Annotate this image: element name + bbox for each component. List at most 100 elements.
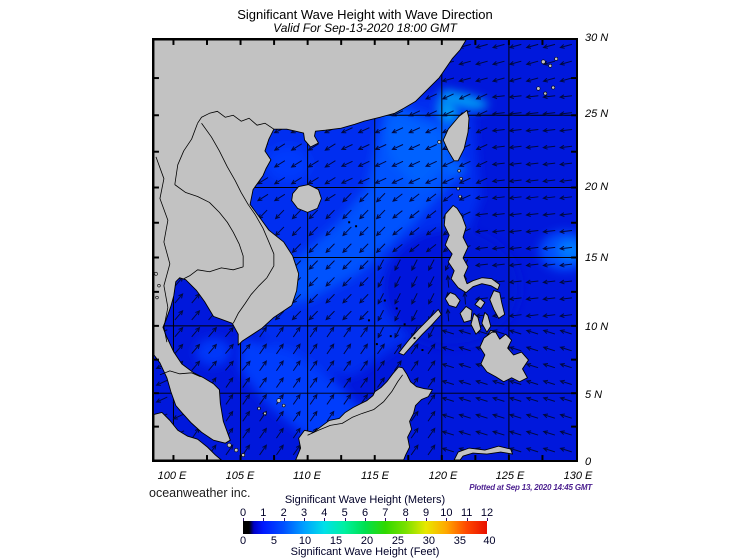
wave-arrow [377,360,385,372]
wave-arrow [391,144,404,151]
wave-arrow [458,379,471,385]
lon-label: 130 E [563,470,593,482]
wave-arrow [441,396,455,402]
wave-arrow [474,245,488,251]
wave-arrow [340,127,353,134]
wave-arrow [276,360,284,372]
colorbar-tick-mark [283,518,285,521]
colorbar-meters-tick: 5 [341,507,348,519]
wave-arrow [425,110,437,117]
wave-arrow [309,410,318,422]
wave-arrow [326,360,335,372]
colorbar-meters-tick: 7 [382,507,389,519]
shade-gulf-tonkin [265,145,310,182]
wave-arrow [525,178,539,184]
lon-label: 110 E [293,470,321,482]
wave-arrow [559,346,572,352]
border-vietnam-laos [201,122,275,266]
wave-arrow [174,293,184,304]
wave-arrow [491,262,505,268]
wave-arrow [225,360,234,371]
wave-arrow [428,259,435,272]
wave-arrow [392,227,403,236]
wave-arrow [359,293,369,304]
wave-arrow [458,60,471,66]
wave-arrow [377,343,385,355]
wave-arrow [559,128,573,133]
wave-arrow [542,262,556,268]
wave-arrow [427,393,436,405]
wave-arrow [208,360,218,371]
wave-arrow [375,243,386,254]
wave-arrow [425,193,437,202]
wave-arrow [542,363,556,369]
wave-arrow [525,296,539,302]
colorbar-meters-tick: 10 [440,507,453,519]
wave-arrow [427,343,436,355]
wave-arrow [525,413,539,419]
border-cambodia-vietnam [232,265,275,324]
colorbar-feet-tick: 15 [329,535,343,547]
wave-arrow [276,376,284,388]
wave-arrow [475,396,488,402]
wave-arrow [525,396,539,402]
wave-arrow [491,396,505,402]
wave-arrow [307,160,319,168]
border-thailand-laos [174,184,244,267]
land-luzon [443,204,501,294]
plotted-at-stamp: Plotted at Sep 13, 2020 14:45 GMT [469,483,592,492]
wave-arrow [508,329,522,335]
wave-arrow [308,293,319,304]
wave-arrow [377,326,384,339]
land-cebu [481,311,492,333]
wave-arrow [374,177,387,184]
wave-arrow [542,60,556,66]
wave-arrow [508,111,522,116]
wave-arrow [325,260,335,270]
wave-arrow [357,144,370,151]
wave-arrow [508,430,522,436]
colorbar-tick-mark [243,518,244,521]
wave-arrow [508,94,522,100]
wave-arrow [542,94,556,100]
wave-arrow [559,60,572,66]
wave-arrow [273,193,286,202]
wave-arrow [542,430,556,436]
wave-arrow [427,376,436,388]
wave-arrow [441,110,454,117]
frame-tick-marks [154,40,576,460]
colorbar-tick-mark [466,518,468,521]
wave-arrow [425,144,437,151]
shade-gulf-thailand [195,338,232,366]
land-samar-leyte [489,290,506,319]
wave-arrow [292,343,301,355]
wave-arrow [342,192,352,203]
wave-arrow [445,308,451,322]
colorbar-feet-tick: 25 [391,535,405,547]
wave-arrow [491,379,505,385]
wave-arrow [525,279,539,285]
wave-arrow [525,144,539,150]
wave-arrow [408,193,420,202]
wave-arrow [475,160,488,167]
wave-arrow [425,243,437,253]
wave-arrow [559,229,573,234]
wave-arrow [360,360,369,372]
wave-arrow [475,60,488,66]
wave-arrow [425,210,437,219]
wave-arrow [542,379,556,385]
wave-arrow [491,94,505,100]
wave-arrow [525,128,539,133]
lat-label: 25 N [585,108,609,120]
wave-arrow [508,161,522,167]
wave-arrow [475,430,488,436]
wave-arrow [542,396,556,402]
wave-arrow [290,143,302,151]
wave-arrow [308,243,319,254]
wave-arrow [458,93,471,100]
colorbar-tick-mark [487,518,488,521]
wave-arrow [559,430,572,436]
wave-arrow [427,444,436,456]
colorbar-tick-mark [324,518,326,521]
